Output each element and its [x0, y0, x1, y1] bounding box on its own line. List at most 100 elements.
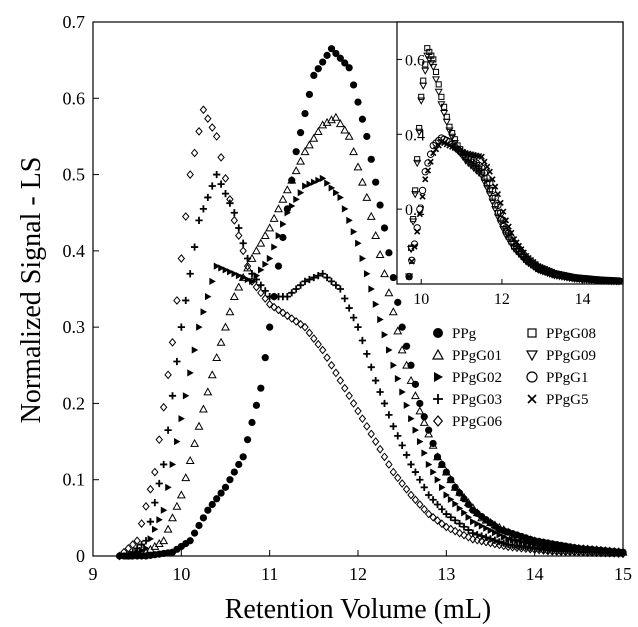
legend-marker — [434, 372, 443, 382]
main-point — [301, 109, 309, 118]
main-point — [494, 522, 504, 531]
inset-point — [415, 128, 424, 137]
main-point — [160, 460, 168, 469]
main-point — [288, 202, 296, 210]
main-point — [196, 323, 203, 331]
main-point — [155, 479, 163, 488]
main-point — [388, 307, 398, 316]
inset-point — [497, 199, 504, 207]
main-point — [385, 249, 393, 257]
main-point — [464, 526, 473, 534]
main-point — [207, 370, 217, 379]
main-point — [231, 270, 238, 278]
main-point — [310, 334, 318, 343]
main-point — [151, 467, 159, 477]
main-point — [460, 523, 468, 531]
main-point — [243, 436, 252, 444]
main-point — [363, 270, 371, 278]
main-point — [416, 500, 424, 509]
main-point — [243, 261, 252, 271]
main-point — [164, 426, 172, 434]
main-point — [386, 346, 393, 354]
main-point — [265, 223, 275, 232]
main-point — [199, 514, 208, 522]
legend-item-PPgG06: PPgG06 — [432, 414, 503, 430]
main-point — [203, 387, 213, 396]
main-point — [212, 353, 222, 362]
inset-y-tick-label: 0.6 — [405, 52, 425, 69]
main-point — [248, 276, 256, 286]
main-point — [478, 522, 486, 530]
main-point — [151, 499, 159, 507]
main-point — [190, 529, 199, 537]
inset-point — [424, 167, 432, 174]
main-point — [394, 298, 402, 306]
x-axis-title: Retention Volume (mL) — [225, 594, 492, 625]
main-point — [336, 376, 345, 385]
main-point — [376, 444, 384, 454]
main-point — [429, 512, 437, 522]
inset-point — [445, 127, 454, 135]
inset-point — [502, 217, 510, 224]
main-point — [169, 460, 177, 469]
main-point — [380, 269, 389, 278]
main-point — [239, 246, 247, 256]
main-point — [500, 533, 508, 541]
main-point — [508, 542, 517, 552]
main-point — [429, 496, 437, 504]
main-point — [504, 542, 512, 552]
main-point — [380, 452, 389, 462]
main-point — [271, 243, 278, 251]
main-point — [142, 502, 150, 511]
main-point — [438, 460, 446, 469]
main-point — [477, 536, 486, 546]
main-point — [301, 322, 309, 332]
main-point — [235, 224, 243, 232]
main-point — [451, 483, 459, 491]
main-point — [199, 205, 208, 213]
main-point — [402, 451, 411, 459]
main-point — [372, 300, 380, 308]
inset-point — [414, 156, 421, 163]
legend-item-PPgG02: PPgG02 — [434, 370, 502, 386]
main-point — [182, 212, 190, 221]
main-point — [455, 528, 464, 538]
main-point — [260, 230, 270, 239]
inset-point — [418, 93, 425, 100]
legend-label: PPgG09 — [546, 348, 596, 364]
main-point — [163, 524, 173, 533]
main-point — [212, 132, 221, 141]
main-point — [225, 307, 235, 316]
x-tick-label: 11 — [261, 564, 278, 584]
main-point — [160, 506, 168, 514]
main-point — [221, 174, 230, 183]
main-point — [350, 228, 358, 236]
main-point — [344, 131, 354, 140]
inset-point — [417, 97, 426, 105]
main-point — [357, 177, 367, 186]
main-point — [410, 391, 420, 400]
main-point — [355, 239, 362, 247]
legend-marker — [525, 350, 539, 362]
main-point — [349, 147, 359, 156]
main-point — [235, 272, 243, 280]
main-point — [384, 288, 394, 297]
main-point — [482, 537, 490, 547]
main-point — [341, 59, 349, 67]
main-point — [463, 497, 473, 506]
main-point — [336, 54, 344, 62]
main-point — [296, 129, 305, 137]
inset-point — [409, 218, 418, 226]
main-ticks — [92, 21, 624, 557]
main-point — [468, 503, 478, 512]
main-point — [398, 479, 406, 488]
legend-label: PPgG08 — [546, 326, 596, 342]
main-point — [425, 491, 433, 499]
main-point — [221, 483, 230, 491]
inset-point — [419, 193, 426, 200]
legend-item-PPgG08: PPgG08 — [527, 326, 596, 342]
main-point — [358, 414, 367, 424]
main-point — [460, 530, 468, 540]
legend: PPg PPgG01 PPgG02 PPgG03 PPgG06 PPgG08 PPgG09 P… — [431, 326, 596, 430]
main-point — [439, 483, 446, 491]
